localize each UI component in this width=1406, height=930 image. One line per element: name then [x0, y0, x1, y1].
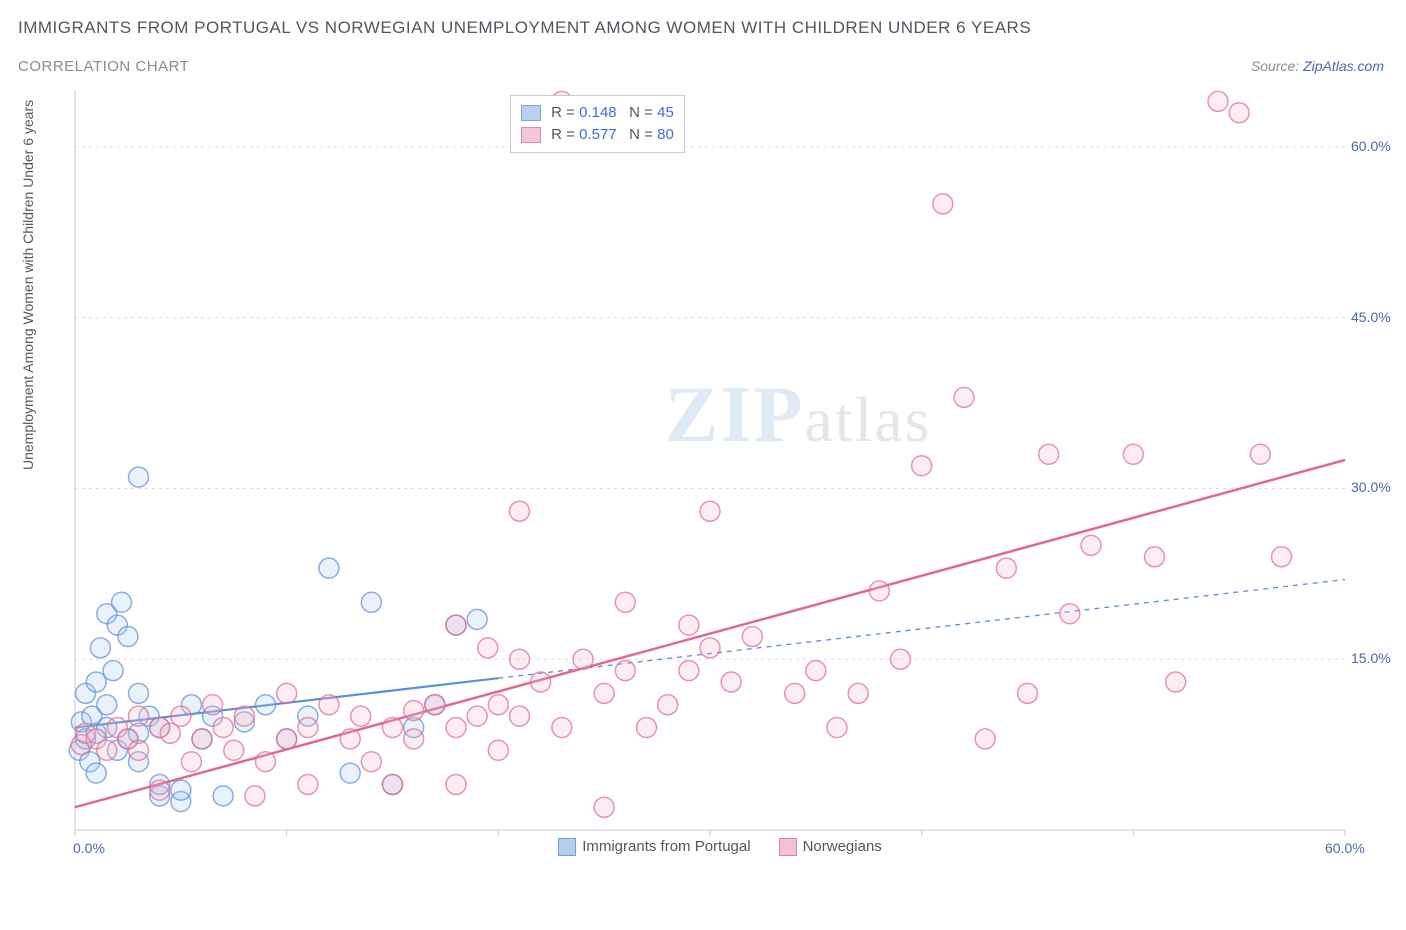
series-swatch	[521, 127, 541, 143]
legend-label: Immigrants from Portugal	[582, 838, 750, 855]
y-tick-label: 45.0%	[1351, 309, 1391, 325]
series-swatch	[779, 838, 797, 856]
series-swatch	[521, 105, 541, 121]
legend-item: Immigrants from Portugal	[558, 838, 750, 856]
bottom-legend: Immigrants from Portugal Norwegians	[55, 838, 1385, 860]
correlation-stats-box: R = 0.148 N = 45 R = 0.577 N = 80	[510, 95, 685, 153]
series-swatch	[558, 838, 576, 856]
scatter-plot-svg	[55, 90, 1385, 860]
legend-label: Norwegians	[803, 838, 882, 855]
stats-row: R = 0.148 N = 45	[521, 102, 674, 124]
stats-row: R = 0.577 N = 80	[521, 124, 674, 146]
chart-title: IMMIGRANTS FROM PORTUGAL VS NORWEGIAN UN…	[18, 18, 1031, 38]
source-label: Source:	[1251, 58, 1303, 74]
y-tick-label: 30.0%	[1351, 479, 1391, 495]
y-tick-label: 60.0%	[1351, 138, 1391, 154]
y-axis-label: Unemployment Among Women with Children U…	[20, 100, 36, 470]
legend-item: Norwegians	[779, 838, 882, 856]
plot-area: ZIPatlas R = 0.148 N = 45 R = 0.577 N = …	[55, 90, 1385, 860]
y-tick-label: 15.0%	[1351, 650, 1391, 666]
source-attribution: Source: ZipAtlas.com	[1251, 58, 1384, 74]
chart-subtitle: CORRELATION CHART	[18, 58, 189, 75]
source-link[interactable]: ZipAtlas.com	[1303, 58, 1384, 74]
